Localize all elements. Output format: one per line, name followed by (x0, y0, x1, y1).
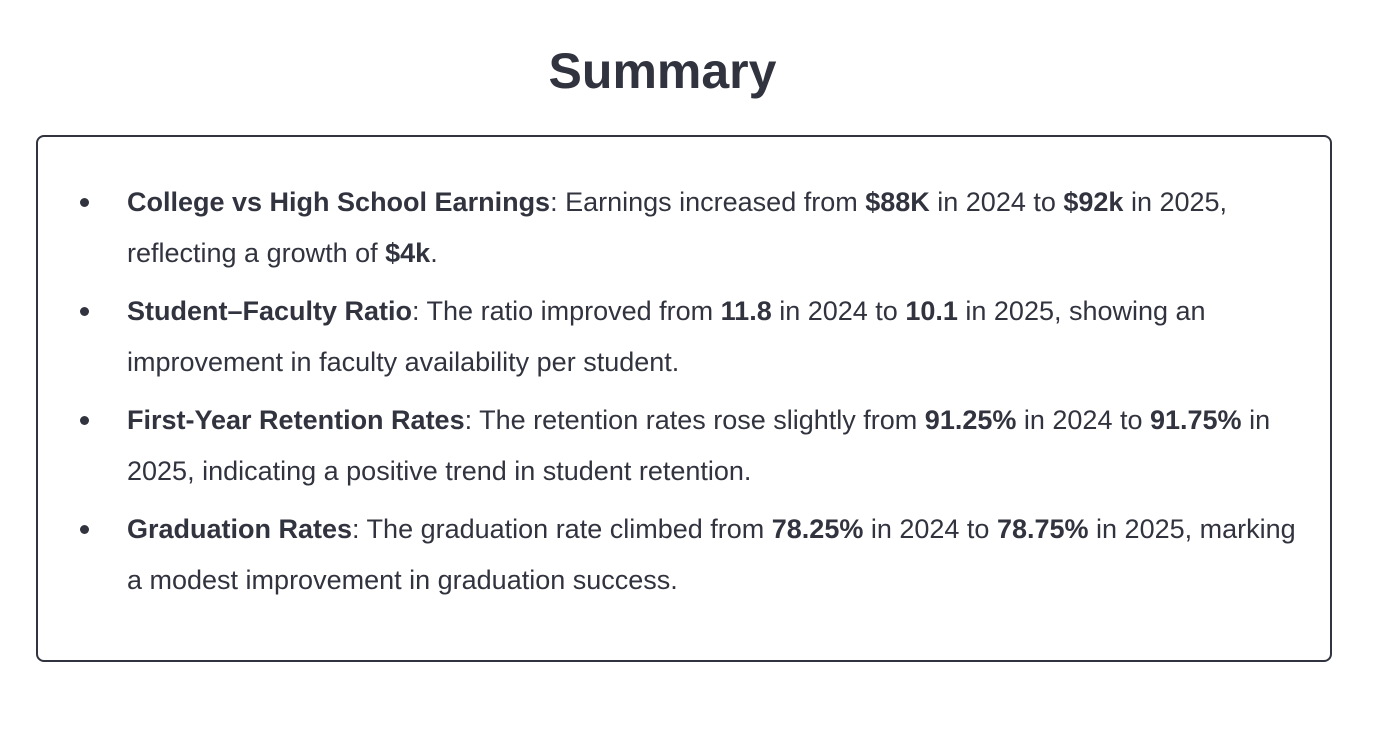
item-text: : The retention rates rose slightly from (464, 405, 925, 435)
item-text: in 2024 to (1016, 405, 1150, 435)
item-value: 91.25% (924, 405, 1017, 435)
item-text: : Earnings increased from (550, 187, 866, 217)
item-text: in 2024 to (863, 514, 997, 544)
list-item-graduation: Graduation Rates: The graduation rate cl… (38, 504, 1330, 606)
summary-box: College vs High School Earnings: Earning… (36, 135, 1332, 662)
list-item-ratio: Student–Faculty Ratio: The ratio improve… (38, 286, 1330, 388)
item-text: in 2024 to (929, 187, 1064, 217)
item-value: 78.75% (996, 514, 1089, 544)
item-heading: Student–Faculty Ratio (127, 296, 413, 326)
list-item-earnings: College vs High School Earnings: Earning… (38, 177, 1330, 279)
item-text: in 2025, indicating a positive trend in … (127, 405, 1271, 486)
item-text: in 2024 to (771, 296, 906, 326)
summary-list: College vs High School Earnings: Earning… (38, 177, 1330, 613)
list-item-retention: First-Year Retention Rates: The retentio… (38, 395, 1330, 497)
item-heading: College vs High School Earnings (127, 187, 551, 217)
item-text: : The graduation rate climbed from (352, 514, 772, 544)
bullet-icon (80, 307, 89, 316)
item-value: 11.8 (720, 296, 772, 326)
item-text: . (430, 238, 438, 268)
item-text: in 2025, reflecting a growth of (127, 187, 1228, 268)
item-value: $88K (865, 187, 930, 217)
item-text: in 2025, showing an improvement in facul… (127, 296, 1206, 377)
item-value: 10.1 (905, 296, 958, 326)
bullet-icon (80, 198, 89, 207)
bullet-icon (80, 416, 89, 425)
page-title: Summary (548, 43, 777, 99)
item-value: 78.25% (771, 514, 864, 544)
item-text: in 2025, marking a modest improvement in… (127, 514, 1296, 595)
item-heading: Graduation Rates (127, 514, 353, 544)
item-text: : The ratio improved from (412, 296, 721, 326)
bullet-icon (80, 525, 89, 534)
item-value: $92k (1063, 187, 1124, 217)
item-value: $4k (385, 238, 431, 268)
item-heading: First-Year Retention Rates (127, 405, 465, 435)
item-value: 91.75% (1149, 405, 1242, 435)
